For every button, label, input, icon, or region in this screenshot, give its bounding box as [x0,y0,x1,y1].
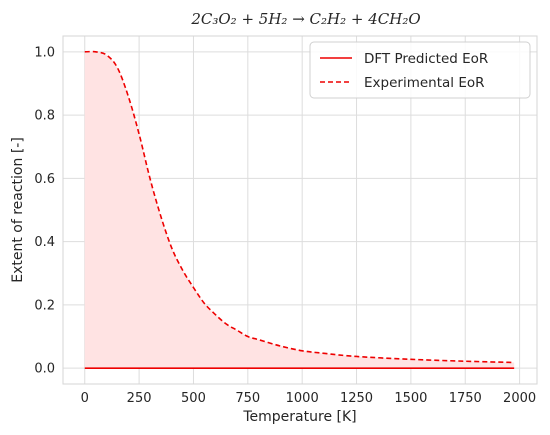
x-tick-label: 2000 [503,391,536,406]
legend: DFT Predicted EoR Experimental EoR [309,41,531,99]
y-tick-label: 0.6 [34,172,55,187]
experimental-eor-fill [84,51,515,369]
plot-frame [62,35,538,385]
y-tick-labels: 0.0 0.2 0.4 0.6 0.8 1.0 [34,45,55,376]
legend-box [309,41,531,99]
x-tick-label: 1500 [394,391,427,406]
y-axis-label: Extent of reaction [-] [10,137,26,283]
legend-label-experimental: Experimental EoR [364,75,485,91]
y-tick-label: 1.0 [34,45,55,60]
chart-title: 2C₃O₂ + 5H₂ → C₂H₂ + 4CH₂O [190,10,420,28]
y-tick-label: 0.0 [34,362,55,377]
y-tick-label: 0.8 [34,109,55,124]
x-tick-label: 250 [127,391,152,406]
x-tick-label: 1000 [286,391,319,406]
x-tick-label: 1750 [449,391,482,406]
legend-label-dft-predicted: DFT Predicted EoR [364,51,488,67]
fill-layer [84,51,515,369]
x-axis-label: Temperature [K] [242,409,356,425]
x-tick-label: 750 [235,391,260,406]
series-layer [84,50,515,369]
series-line-experimental [84,50,515,364]
x-tick-labels: 0 250 500 750 1000 1250 1500 1750 2000 [81,391,537,406]
y-tick-label: 0.2 [34,298,55,313]
y-tick-label: 0.4 [34,235,55,250]
x-tick-label: 0 [81,391,89,406]
x-tick-label: 1250 [340,391,373,406]
x-tick-label: 500 [181,391,206,406]
